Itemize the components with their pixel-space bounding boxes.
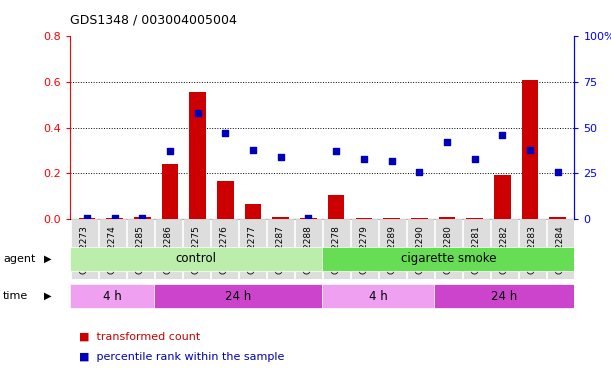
Text: GSM42287: GSM42287 (276, 225, 285, 274)
FancyBboxPatch shape (99, 219, 126, 279)
Bar (522, 80, 538, 219)
Bar (328, 195, 345, 219)
Text: GSM42279: GSM42279 (360, 225, 369, 274)
Bar (549, 217, 566, 219)
FancyBboxPatch shape (435, 219, 462, 279)
FancyBboxPatch shape (211, 219, 238, 279)
Bar (383, 218, 400, 219)
Text: GSM42290: GSM42290 (416, 225, 425, 274)
Point (193, 110, 203, 116)
FancyBboxPatch shape (379, 219, 406, 279)
Point (442, 139, 452, 145)
Point (470, 156, 480, 162)
Point (304, 214, 313, 220)
Bar (273, 217, 289, 219)
Point (553, 169, 563, 175)
Text: GSM42281: GSM42281 (472, 225, 481, 274)
Text: 24 h: 24 h (225, 290, 251, 303)
FancyBboxPatch shape (70, 247, 323, 271)
Bar (162, 164, 178, 219)
FancyBboxPatch shape (71, 219, 98, 279)
Text: 4 h: 4 h (103, 290, 122, 303)
Text: ▶: ▶ (44, 291, 51, 301)
Text: GSM42288: GSM42288 (304, 225, 313, 274)
FancyBboxPatch shape (154, 284, 323, 308)
Bar (134, 217, 150, 219)
Point (165, 148, 175, 154)
Bar (79, 218, 95, 219)
Bar (494, 175, 511, 219)
FancyBboxPatch shape (267, 219, 294, 279)
Point (221, 130, 230, 136)
Point (525, 147, 535, 153)
Text: GSM42276: GSM42276 (220, 225, 229, 274)
FancyBboxPatch shape (183, 219, 210, 279)
FancyBboxPatch shape (323, 284, 434, 308)
Bar (189, 92, 206, 219)
Text: GSM42274: GSM42274 (108, 225, 117, 274)
Text: GSM42277: GSM42277 (248, 225, 257, 274)
FancyBboxPatch shape (463, 219, 490, 279)
Point (497, 132, 507, 138)
Text: GSM42273: GSM42273 (80, 225, 89, 274)
FancyBboxPatch shape (70, 284, 154, 308)
Point (137, 214, 147, 220)
Text: cigarette smoke: cigarette smoke (401, 252, 496, 265)
Text: 24 h: 24 h (491, 290, 518, 303)
Text: ■  transformed count: ■ transformed count (79, 332, 200, 342)
Text: ■  percentile rank within the sample: ■ percentile rank within the sample (79, 352, 285, 363)
Bar (356, 218, 372, 219)
Point (276, 154, 286, 160)
Bar (245, 204, 262, 219)
FancyBboxPatch shape (323, 247, 574, 271)
Point (359, 156, 368, 162)
Bar (411, 218, 428, 219)
Bar (217, 182, 233, 219)
FancyBboxPatch shape (547, 219, 574, 279)
FancyBboxPatch shape (155, 219, 181, 279)
FancyBboxPatch shape (351, 219, 378, 279)
Bar (300, 218, 316, 219)
FancyBboxPatch shape (239, 219, 266, 279)
Point (82, 214, 92, 220)
Text: agent: agent (3, 254, 35, 264)
FancyBboxPatch shape (519, 219, 546, 279)
FancyBboxPatch shape (295, 219, 322, 279)
Point (331, 148, 341, 154)
Text: GSM42284: GSM42284 (556, 225, 565, 274)
Text: GDS1348 / 003004005004: GDS1348 / 003004005004 (70, 13, 237, 26)
FancyBboxPatch shape (407, 219, 434, 279)
FancyBboxPatch shape (491, 219, 518, 279)
Text: GSM42283: GSM42283 (528, 225, 537, 274)
Point (110, 214, 120, 220)
FancyBboxPatch shape (323, 219, 349, 279)
Point (387, 158, 397, 164)
Text: ▶: ▶ (44, 254, 51, 264)
Text: GSM42285: GSM42285 (136, 225, 145, 274)
Point (414, 169, 424, 175)
Bar (439, 217, 455, 219)
Text: GSM42289: GSM42289 (388, 225, 397, 274)
Bar (106, 218, 123, 219)
Text: time: time (3, 291, 28, 301)
Point (248, 147, 258, 153)
Text: GSM42278: GSM42278 (332, 225, 341, 274)
Text: GSM42282: GSM42282 (500, 225, 509, 274)
Text: GSM42286: GSM42286 (164, 225, 173, 274)
FancyBboxPatch shape (434, 284, 574, 308)
FancyBboxPatch shape (127, 219, 154, 279)
Text: GSM42275: GSM42275 (192, 225, 201, 274)
Text: 4 h: 4 h (369, 290, 388, 303)
Text: GSM42280: GSM42280 (444, 225, 453, 274)
Text: control: control (176, 252, 217, 265)
Bar (466, 218, 483, 219)
